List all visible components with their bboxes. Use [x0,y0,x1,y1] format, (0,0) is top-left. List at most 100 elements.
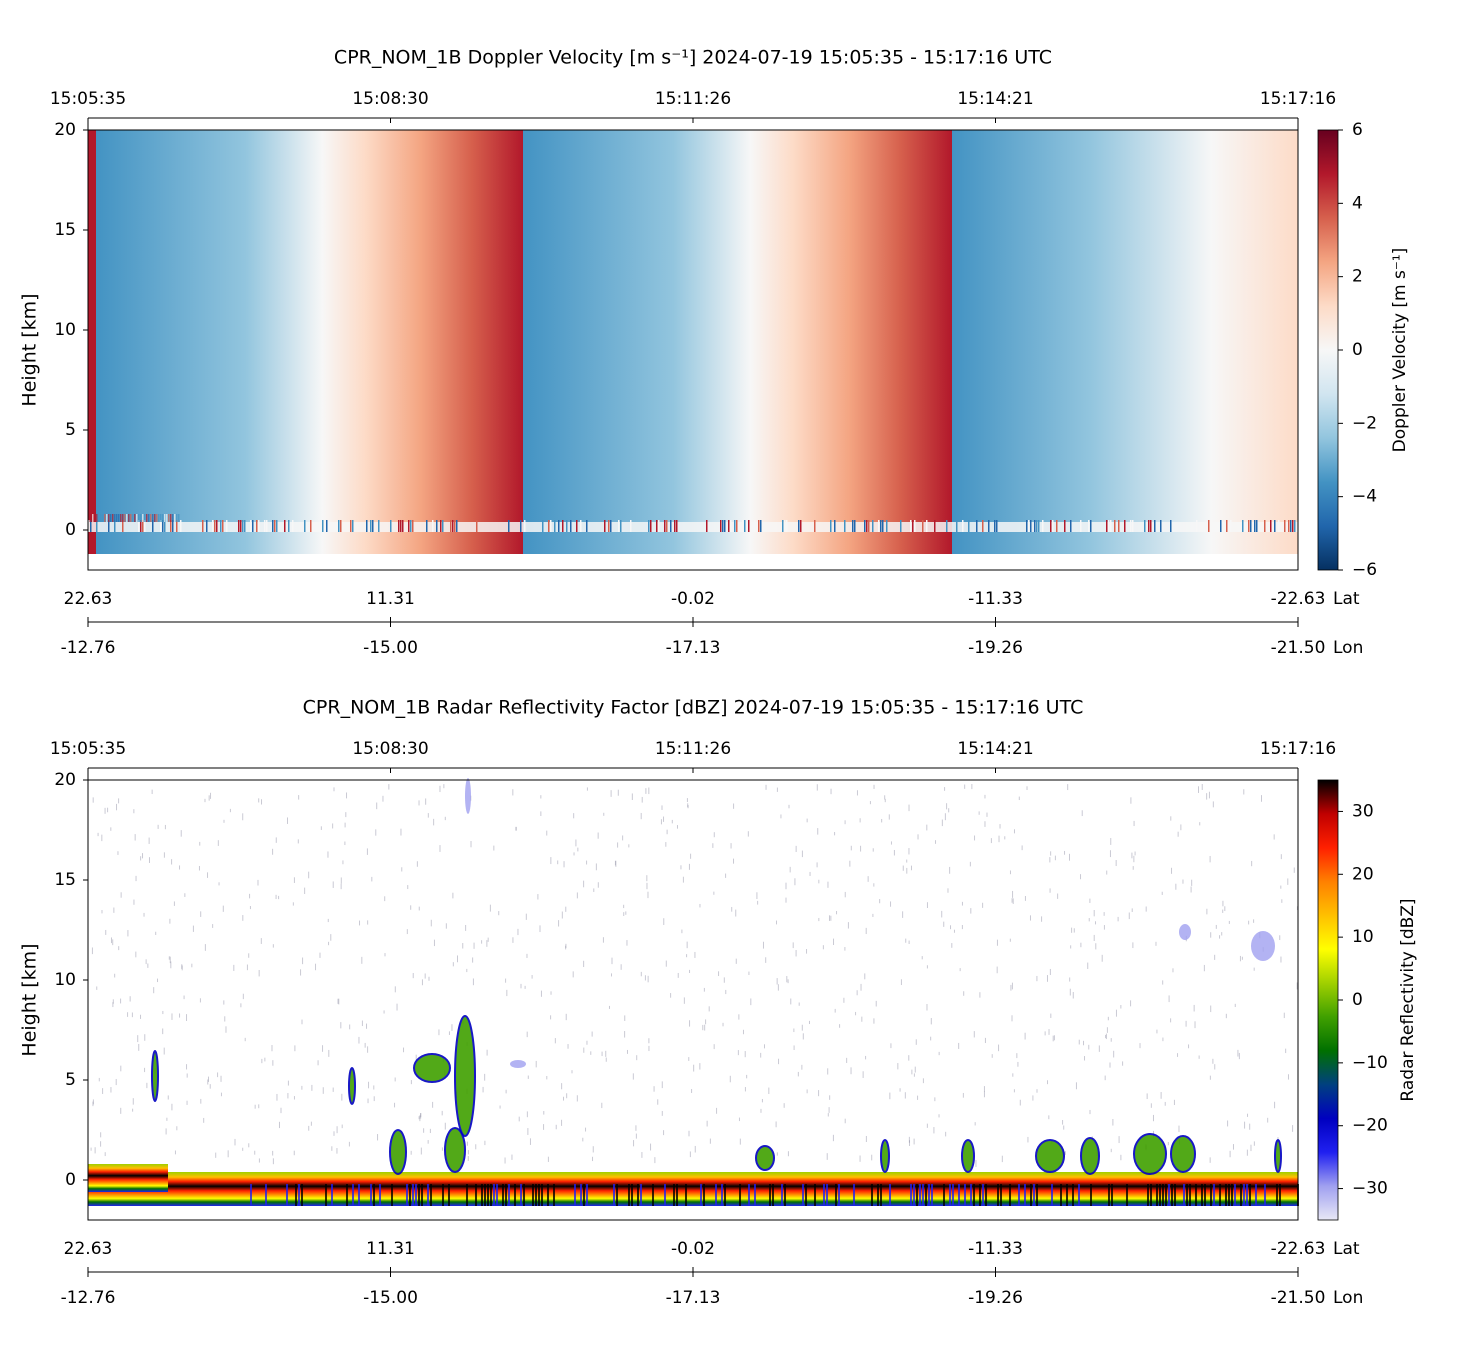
speckle [200,911,202,917]
surface-noise [1159,1184,1161,1206]
speckle [872,913,874,917]
colorbar-tick-label: −10 [1352,1053,1388,1073]
speckle [199,998,201,1003]
speckle [1047,1080,1049,1085]
speckle [978,811,980,815]
surface-noise [366,520,368,532]
surface-noise [286,1184,288,1206]
speckle [300,969,302,976]
speckle [220,1092,222,1097]
speckle [441,1110,443,1116]
field [88,130,96,554]
surface-noise [475,1184,477,1206]
surface-noise [466,1184,468,1206]
speckle [438,1029,440,1036]
surface-noise [276,520,278,532]
speckle [345,812,347,818]
y-axis-label: Height [km] [19,293,41,406]
speckle [1027,1136,1029,1143]
surface-noise [481,1184,483,1206]
speckle [1232,1144,1234,1150]
speckle [382,795,384,802]
surface-noise [1060,1184,1062,1206]
speckle [92,1101,94,1107]
speckle [646,875,648,882]
speckle [203,1117,205,1123]
surface-noise [798,520,800,532]
speckle [647,891,649,899]
speckle [682,876,684,883]
speckle [151,789,153,795]
surface-noise [427,1184,429,1206]
speckle [663,1130,665,1136]
lon-tick-label: -17.13 [666,1288,721,1308]
time-tick-label: 15:08:30 [352,739,428,759]
surface-noise [1231,1184,1233,1206]
speckle [694,1145,696,1153]
speckle [665,960,667,967]
speckle [322,1087,324,1094]
surface-noise [786,520,788,532]
surface-noise [1064,520,1066,532]
speckle [917,834,919,840]
speckle [116,803,118,811]
surface-noise [408,520,410,532]
colorbar-tick-label: −30 [1352,1179,1388,1199]
speckle [327,918,329,923]
speckle [1283,1012,1285,1019]
speckle [871,1154,873,1161]
surface-noise [586,520,588,532]
surface-noise [1183,1184,1185,1206]
surface-noise [1170,520,1172,532]
speckle [777,984,779,991]
surface-noise [1132,520,1134,532]
speckle [349,1024,351,1030]
surface-noise [562,520,564,532]
speckle [614,860,616,866]
speckle [683,997,685,1004]
surface-noise [1150,1184,1152,1206]
plot-frame [87,129,1299,571]
speckle [798,1002,800,1006]
speckle [818,917,820,922]
speckle [348,1141,350,1147]
speckle [1173,1099,1175,1106]
speckle [482,1086,484,1093]
surface-noise [222,520,224,532]
speckle [1029,915,1031,921]
speckle [337,998,339,1004]
surface-noise [784,1184,786,1206]
speckle [118,798,120,804]
surface-noise [574,1184,576,1206]
lon-label: Lon [1333,638,1363,658]
surface-noise [910,1184,912,1206]
surface-noise [1196,520,1198,532]
time-tick-label: 15:05:35 [50,739,126,759]
lat-tick-label: -11.33 [968,1239,1023,1259]
speckle [1103,925,1105,930]
speckle [768,1087,770,1094]
speckle [98,1077,100,1082]
y-tick-label: 0 [65,1170,76,1190]
surface-noise [800,520,802,532]
speckle [1087,962,1089,969]
speckle [765,784,767,790]
speckle [373,1085,375,1090]
speckle [762,941,764,949]
surface-noise [448,1184,450,1206]
speckle [996,966,998,974]
surface-noise [1070,520,1072,532]
speckle [1105,1034,1107,1039]
speckle [1253,967,1255,971]
speckle [765,957,767,963]
speckle [1191,879,1193,886]
speckle [1048,1029,1050,1035]
surface-noise [454,520,456,532]
speckle [1210,1005,1212,1013]
speckle [110,937,112,944]
speckle [849,860,851,867]
speckle [120,892,122,898]
speckle [406,929,408,935]
speckle [1198,786,1200,793]
speckle [610,973,612,977]
